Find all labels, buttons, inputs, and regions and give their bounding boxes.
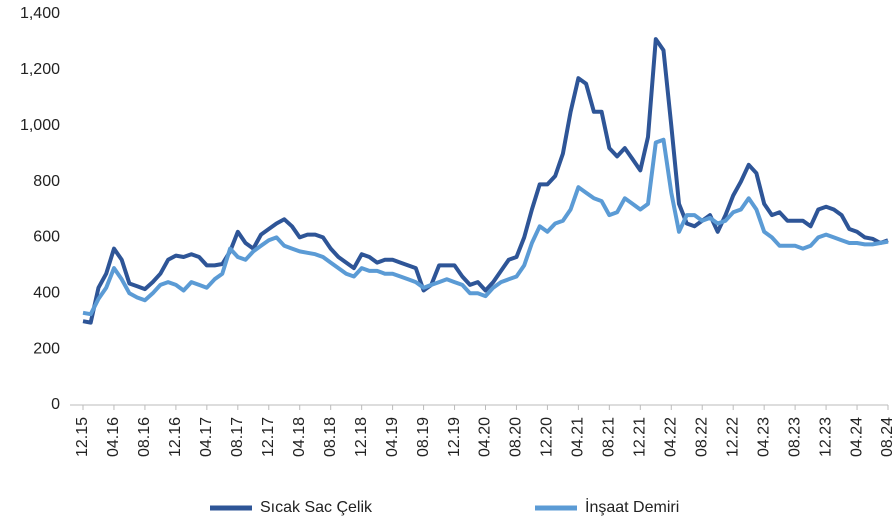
x-tick-label: 12.15 (74, 417, 91, 457)
y-tick-label: 1,400 (20, 5, 60, 22)
x-tick-label: 12.21 (632, 417, 649, 457)
x-tick-label: 08.23 (786, 417, 803, 457)
x-tick-label: 12.17 (260, 417, 277, 457)
x-tick-label: 08.22 (693, 417, 710, 457)
x-tick-label: 08.24 (879, 417, 894, 457)
x-tick-label: 08.20 (508, 417, 525, 457)
x-tick-label: 04.21 (570, 417, 587, 457)
y-tick-label: 1,200 (20, 61, 60, 78)
y-tick-label: 600 (33, 229, 60, 246)
data-line (82, 137, 889, 317)
x-tick-label: 08.19 (415, 417, 432, 457)
x-tick-label: 08.17 (229, 417, 246, 457)
y-tick-label: 800 (33, 173, 60, 190)
data-line (82, 37, 889, 325)
x-tick-label: 04.24 (848, 417, 865, 457)
legend-label: İnşaat Demiri (585, 497, 679, 516)
x-tick-label: 12.18 (353, 417, 370, 457)
x-tick-label: 08.16 (136, 417, 153, 457)
y-tick-label: 1,000 (20, 117, 60, 134)
x-tick-label: 08.21 (601, 417, 618, 457)
x-tick-label: 12.19 (446, 417, 463, 457)
x-tick-label: 12.23 (817, 417, 834, 457)
y-tick-label: 0 (51, 396, 60, 413)
x-tick-label: 04.20 (477, 417, 494, 457)
y-tick-label: 200 (33, 340, 60, 357)
x-tick-label: 04.18 (291, 417, 308, 457)
legend-label: Sıcak Sac Çelik (260, 499, 373, 516)
x-tick-label: 04.16 (105, 417, 122, 457)
x-tick-label: 12.16 (167, 417, 184, 457)
x-tick-label: 04.17 (198, 417, 215, 457)
x-tick-label: 04.23 (755, 417, 772, 457)
x-tick-label: 04.19 (384, 417, 401, 457)
x-tick-label: 08.18 (322, 417, 339, 457)
x-tick-label: 12.22 (724, 417, 741, 457)
x-tick-label: 12.20 (539, 417, 556, 457)
x-tick-label: 04.22 (662, 417, 679, 457)
y-tick-label: 400 (33, 285, 60, 302)
